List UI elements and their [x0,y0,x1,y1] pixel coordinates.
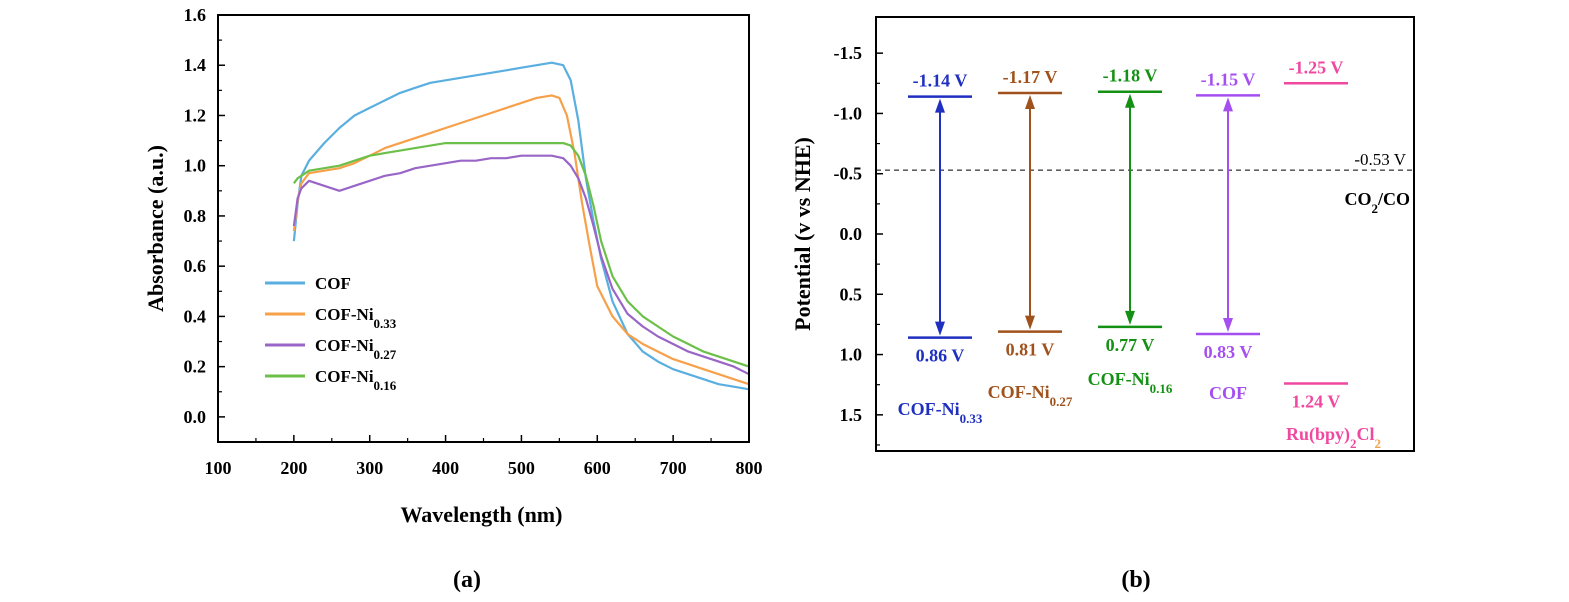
x-tick-label: 500 [508,458,535,478]
band-name-label-0: COF-Ni0.33 [898,399,983,426]
series-line-1 [292,94,750,386]
y-axis-title: Absorbance (a.u.) [143,145,168,312]
panel-label-b: (b) [1121,567,1150,593]
cb-value-label-1: -1.17 V [1003,67,1058,87]
series-line-0 [292,61,750,391]
legend-label-1: COF-Ni0.33 [315,305,397,331]
band-name-label-4: Ru(bpy)2Cl2 [1286,424,1381,451]
band-arrow-head-down-2 [1125,310,1135,325]
y-tick-label: -0.5 [834,164,863,184]
vb-value-label-2: 0.77 V [1106,335,1155,355]
reference-value-label: -0.53 V [1354,150,1406,169]
vb-value-label-4: 1.24 V [1292,391,1341,411]
vb-value-label-1: 0.81 V [1006,340,1055,360]
series-line-2 [292,154,750,376]
x-tick-label: 600 [584,458,611,478]
y-tick-label: 0.6 [184,256,207,276]
vb-value-label-3: 0.83 V [1204,342,1253,362]
band-arrow-head-up-2 [1125,93,1135,108]
y-tick-label: 0.0 [184,407,207,427]
band-arrow-head-up-1 [1025,94,1035,109]
y-tick-label: 0.8 [184,206,207,226]
series-line-3 [293,142,750,368]
cb-value-label-3: -1.15 V [1201,69,1256,89]
panel-a-absorbance-chart: 100 200 300 400 500 600 700 800 0.0 0.2 0.4 0.6 0.8 1… [143,5,763,593]
y-tick-label: 0.5 [840,284,863,304]
y-tick-label: -1.0 [834,103,863,123]
x-tick-label: 100 [205,458,232,478]
band-name-label-1: COF-Ni0.27 [988,382,1073,409]
legend-label-2: COF-Ni0.27 [315,336,397,362]
y-tick-label: 0.0 [840,224,863,244]
cb-value-label-4: -1.25 V [1289,57,1344,77]
y-tick-label: 1.4 [184,55,207,75]
y-tick-label: 0.4 [184,306,207,326]
y-tick-label: -1.5 [834,43,863,63]
cb-value-label-0: -1.14 V [913,71,968,91]
panel-label-a: (a) [453,567,481,593]
plot-frame [217,14,750,443]
y-tick-label: 1.5 [840,405,863,425]
band-arrow-head-down-1 [1025,315,1035,330]
vb-value-label-0: 0.86 V [916,346,965,366]
legend-label-3: COF-Ni0.16 [315,367,397,393]
band-arrow-head-down-3 [1223,318,1233,333]
panel-b-band-diagram: -1.5 -1.0 -0.5 0.0 0.5 1.0 1.5 Potential (v vs … [790,16,1415,593]
y-axis-title: Potential (v vs NHE) [790,137,815,331]
band-name-label-2: COF-Ni0.16 [1088,369,1173,396]
y-tick-label: 1.0 [184,156,207,176]
x-tick-label: 400 [432,458,459,478]
cb-value-label-2: -1.18 V [1103,66,1158,86]
y-tick-label: 1.2 [184,105,207,125]
x-tick-label: 200 [280,458,307,478]
y-tick-label: 1.6 [184,5,207,25]
band-arrow-head-down-0 [935,321,945,336]
band-arrow-head-up-0 [935,98,945,113]
band-arrow-head-up-3 [1223,97,1233,112]
y-tick-label: 0.2 [184,357,207,377]
x-tick-label: 300 [356,458,383,478]
x-tick-label: 800 [736,458,763,478]
x-axis-title: Wavelength (nm) [401,502,563,527]
x-tick-label: 700 [660,458,687,478]
y-tick-label: 1.0 [840,345,863,365]
reference-name-label: CO2/CO [1344,189,1410,216]
legend-label-0: COF [315,274,351,293]
band-name-label-3: COF [1209,383,1247,403]
